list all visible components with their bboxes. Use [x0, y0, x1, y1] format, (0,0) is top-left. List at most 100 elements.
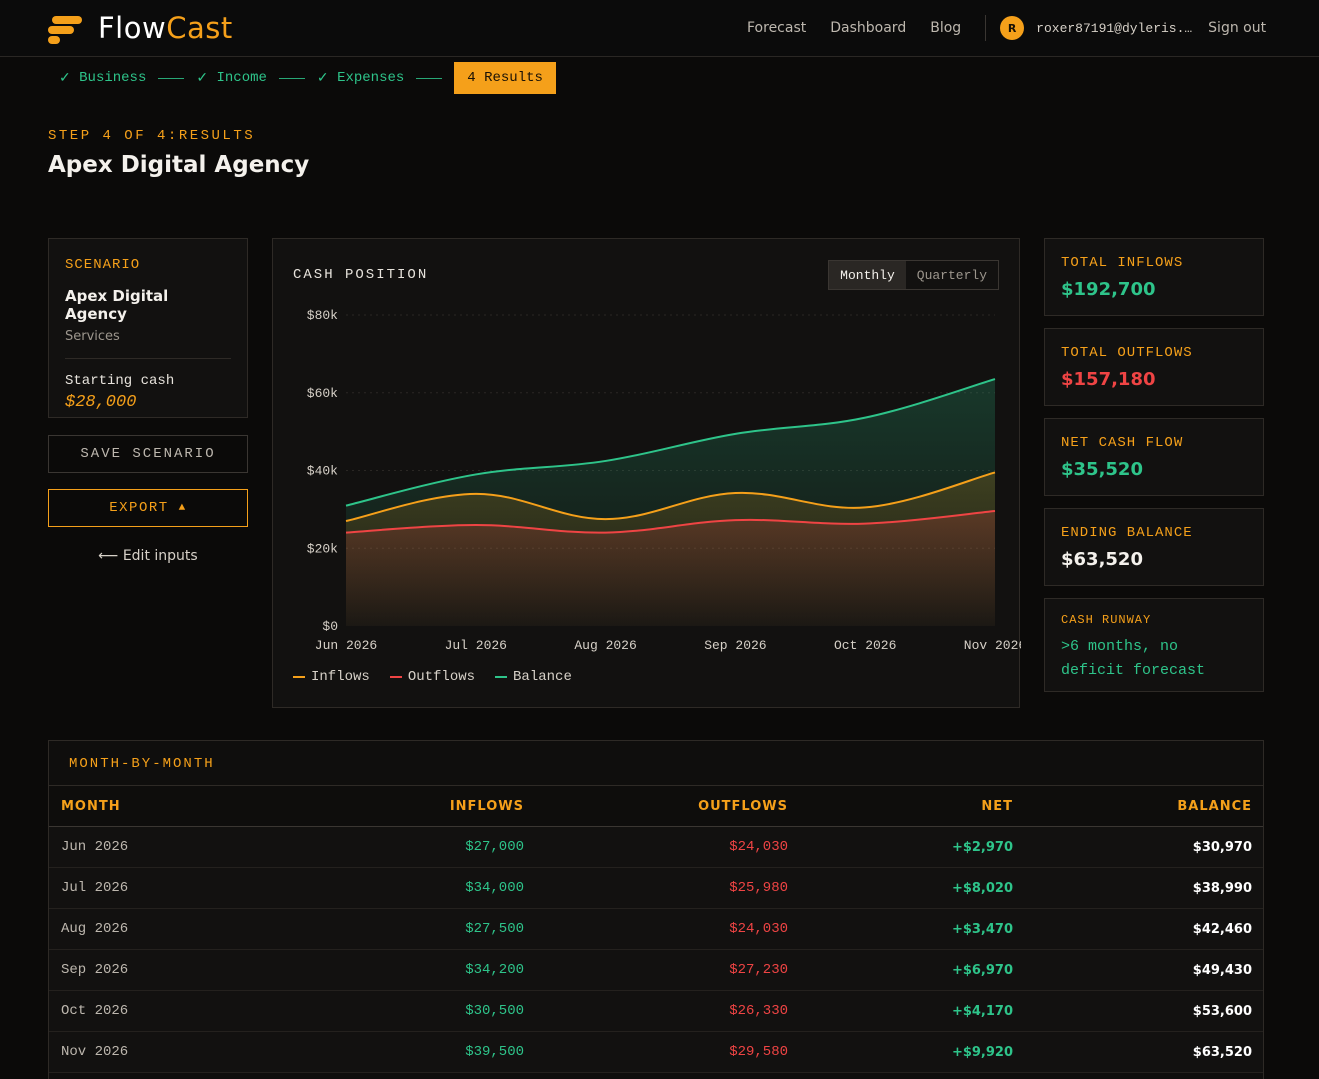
cell-outflows: $24,030 [729, 839, 788, 855]
legend-swatch [495, 676, 508, 678]
export-label: EXPORT [109, 500, 169, 516]
legend-outflows: Outflows [389, 669, 475, 685]
cell-inflows: $27,500 [465, 921, 524, 937]
table-row: Aug 2026 $27,500 $24,030 +$3,470 $42,460 [49, 909, 1263, 950]
sign-out-link[interactable]: Sign out [1208, 20, 1267, 36]
nav-link-blog[interactable]: Blog [930, 20, 962, 36]
x-tick-label: Sep 2026 [704, 638, 766, 653]
step-results[interactable]: 4 Results [454, 62, 556, 94]
cell-month: Jun 2026 [61, 839, 129, 855]
step-income[interactable]: ✓ Income [196, 70, 267, 87]
x-tick-label: Jul 2026 [445, 638, 507, 653]
step-expenses[interactable]: ✓ Expenses [316, 70, 405, 87]
y-tick-label: $0 [322, 619, 338, 634]
cell-inflows: $34,000 [465, 880, 524, 896]
stat-label: CASH RUNWAY [1061, 613, 1152, 627]
x-tick-label: Oct 2026 [834, 638, 896, 653]
cell-month: Jul 2026 [61, 880, 129, 896]
period-toggle: Monthly Quarterly [828, 260, 999, 290]
check-icon: ✓ [316, 70, 329, 87]
column-header-balance[interactable]: BALANCE [1177, 798, 1252, 814]
series-line-outflows [345, 510, 996, 534]
check-icon: ✓ [59, 70, 71, 87]
cell-outflows: $25,980 [729, 880, 788, 896]
step-business[interactable]: ✓ Business [59, 70, 147, 87]
logo[interactable]: FlowCast [48, 10, 233, 46]
cell-month: Nov 2026 [61, 1044, 129, 1060]
cell-net: +$3,470 [951, 921, 1013, 937]
cell-net: +$4,170 [951, 1003, 1013, 1019]
step-connector [278, 77, 305, 79]
cell-outflows: $29,580 [729, 1044, 788, 1060]
user-email: roxer87191@dyleris... [1036, 20, 1199, 36]
total-inflows-card: TOTAL INFLOWS $192,700 [1044, 238, 1264, 316]
brand-name: FlowCast [98, 11, 233, 45]
cell-month: Sep 2026 [61, 962, 129, 978]
chart-title: CASH POSITION [293, 267, 429, 283]
cell-balance: $49,430 [1192, 962, 1252, 978]
legend-swatch [293, 676, 305, 678]
page-title: Apex Digital Agency [48, 152, 310, 178]
stat-value: $157,180 [1061, 369, 1156, 390]
toggle-monthly[interactable]: Monthly [829, 261, 906, 289]
edit-inputs-link[interactable]: ⟵ Edit inputs [98, 548, 198, 564]
area-outflows [346, 511, 995, 626]
table-row: Nov 2026 $39,500 $29,580 +$9,920 $63,520 [49, 1032, 1263, 1073]
legend-swatch [389, 676, 402, 678]
stat-label: NET CASH FLOW [1061, 435, 1184, 451]
caret-up-icon: ▲ [178, 502, 187, 514]
cash-position-chart: $0 $20k $40k $60k $80k Jun 2026 Jul 2026 Aug 20… [307, 308, 1021, 653]
divider [49, 785, 1263, 786]
month-by-month-table: MONTH INFLOWS OUTFLOWS NET BALANCE Jun 2… [49, 786, 1263, 1073]
check-icon: ✓ [196, 70, 209, 87]
legend-inflows: Inflows [293, 669, 370, 685]
y-tick-label: $80k [307, 308, 338, 323]
cell-balance: $53,600 [1192, 1003, 1252, 1019]
stat-value: $35,520 [1061, 459, 1143, 480]
cell-inflows: $34,200 [465, 962, 524, 978]
month-by-month-table-card: MONTH-BY-MONTH MONTH INFLOWS OUTFLOWS NE… [48, 740, 1264, 1079]
export-button[interactable]: EXPORT ▲ [48, 489, 248, 527]
cell-outflows: $24,030 [729, 921, 788, 937]
step-connector [416, 77, 443, 79]
legend-balance: Balance [495, 669, 572, 685]
total-outflows-card: TOTAL OUTFLOWS $157,180 [1044, 328, 1264, 406]
y-tick-label: $60k [307, 386, 338, 401]
cell-balance: $63,520 [1192, 1044, 1252, 1060]
nav-divider [985, 15, 987, 41]
avatar[interactable]: R [1000, 16, 1025, 40]
scenario-card: SCENARIO Apex Digital Agency Services St… [48, 238, 248, 418]
scenario-name: Apex Digital Agency [65, 287, 169, 323]
table-row: Sep 2026 $34,200 $27,230 +$6,970 $49,430 [49, 950, 1263, 991]
cell-outflows: $27,230 [729, 962, 788, 978]
nav-link-forecast[interactable]: Forecast [747, 20, 807, 36]
stepper: ✓ Business ✓ Income ✓ Expenses 4 Results [59, 62, 556, 94]
column-header-outflows[interactable]: OUTFLOWS [698, 798, 788, 814]
column-header-inflows[interactable]: INFLOWS [449, 798, 524, 814]
save-scenario-button[interactable]: SAVE SCENARIO [48, 435, 248, 473]
cash-position-chart-card: $0 $20k $40k $60k $80k Jun 2026 Jul 2026 Aug 20… [272, 238, 1021, 708]
cell-balance: $38,990 [1192, 880, 1252, 896]
cell-outflows: $26,330 [729, 1003, 788, 1019]
cell-net: +$6,970 [951, 962, 1013, 978]
stat-label: TOTAL INFLOWS [1061, 255, 1184, 271]
starting-cash-label: Starting cash [65, 373, 175, 389]
column-header-net[interactable]: NET [981, 798, 1013, 814]
y-tick-label: $20k [307, 541, 338, 556]
toggle-quarterly[interactable]: Quarterly [916, 267, 987, 283]
table-title: MONTH-BY-MONTH [69, 756, 215, 772]
cell-inflows: $30,500 [465, 1003, 524, 1019]
cell-balance: $42,460 [1192, 921, 1252, 937]
cell-net: +$2,970 [951, 839, 1013, 855]
cash-runway-card: CASH RUNWAY >6 months, no deficit foreca… [1044, 598, 1264, 692]
nav-link-dashboard[interactable]: Dashboard [830, 20, 907, 36]
column-header-month[interactable]: MONTH [61, 798, 121, 814]
logo-icon [48, 10, 84, 46]
cell-month: Aug 2026 [61, 921, 129, 937]
main-nav: Forecast Dashboard Blog R roxer87191@dyl… [747, 0, 1266, 56]
table-row: Jun 2026 $27,000 $24,030 +$2,970 $30,970 [49, 827, 1263, 868]
step-eyebrow: STEP 4 OF 4:RESULTS [48, 128, 256, 144]
starting-cash-value: $28,000 [65, 393, 137, 412]
cell-net: +$8,020 [951, 880, 1013, 896]
stat-label: ENDING BALANCE [1061, 525, 1193, 541]
